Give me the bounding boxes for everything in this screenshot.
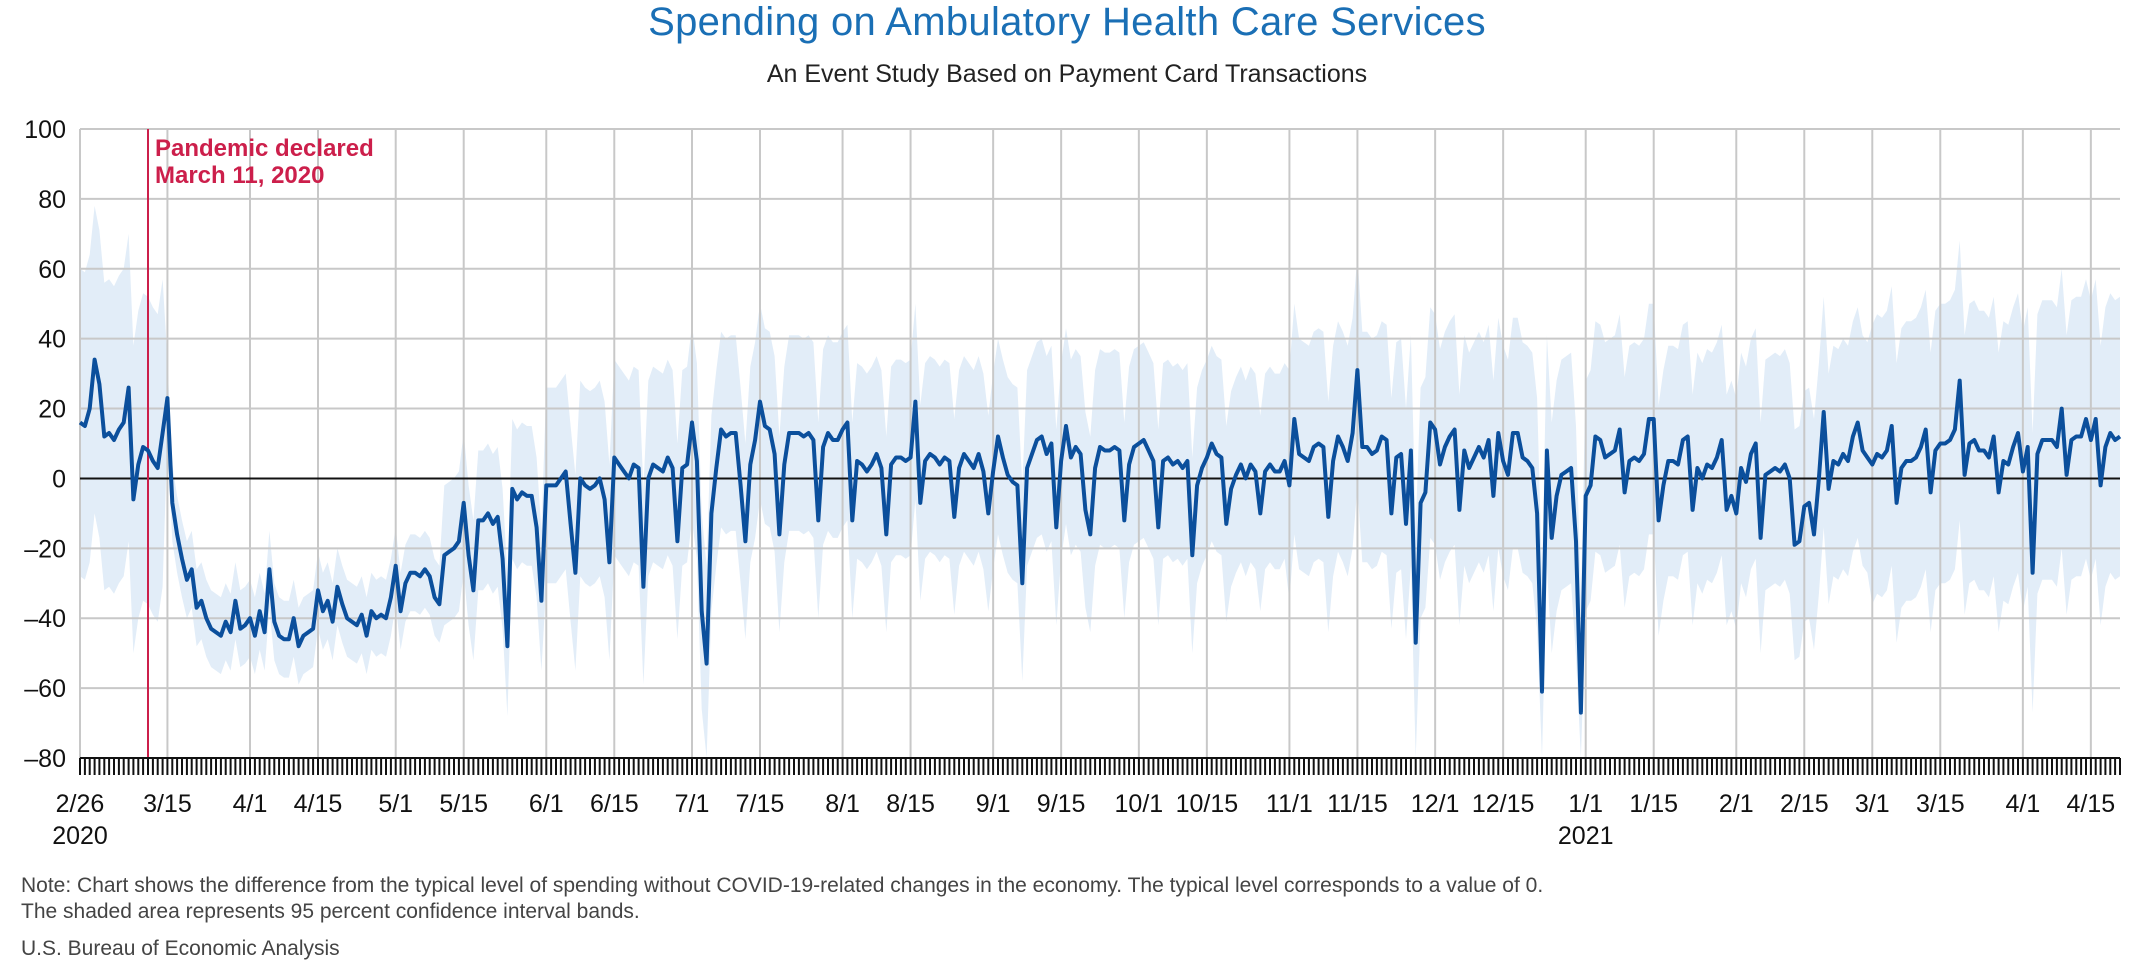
x-year-label: 2020 — [52, 822, 108, 850]
x-tick-label: 10/1 — [1115, 790, 1164, 818]
chart-title: Spending on Ambulatory Health Care Servi… — [648, 0, 1486, 44]
x-tick-label: 5/15 — [439, 790, 488, 818]
x-axis-day-ticks — [79, 758, 2121, 775]
x-tick-label: 1/1 — [1568, 790, 1603, 818]
x-tick-label: 9/15 — [1037, 790, 1086, 818]
y-tick-label: 40 — [38, 326, 66, 354]
x-tick-label: 1/15 — [1629, 790, 1678, 818]
event-label-line1: Pandemic declared — [155, 135, 374, 162]
x-tick-label: 4/15 — [2067, 790, 2116, 818]
y-tick-label: 20 — [38, 396, 66, 424]
x-tick-label: 7/1 — [675, 790, 710, 818]
x-tick-label: 8/1 — [825, 790, 860, 818]
x-tick-label: 10/15 — [1176, 790, 1239, 818]
x-tick-label: 5/1 — [378, 790, 413, 818]
event-study-line-chart: Pandemic declared March 11, 2020 –80–60–… — [24, 116, 2122, 850]
estimate-line-layer — [78, 357, 2122, 715]
x-tick-label: 4/1 — [2005, 790, 2040, 818]
y-tick-label: 0 — [52, 465, 66, 493]
x-tick-label: 2/1 — [1719, 790, 1754, 818]
x-tick-label: 3/15 — [1916, 790, 1965, 818]
x-tick-label: 3/1 — [1855, 790, 1890, 818]
y-tick-label: –60 — [24, 675, 66, 703]
event-label-line2: March 11, 2020 — [155, 162, 324, 189]
y-axis-tick-labels: –80 –60 –40 –20 0 20 40 60 80 100 — [24, 116, 66, 773]
y-tick-label: –20 — [24, 535, 66, 563]
gridlines — [79, 128, 2120, 759]
x-tick-label: 9/1 — [976, 790, 1011, 818]
x-tick-label: 6/15 — [590, 790, 639, 818]
y-tick-label: 80 — [38, 186, 66, 214]
note-line-1: Note: Chart shows the difference from th… — [21, 874, 1544, 897]
x-tick-label: 6/1 — [529, 790, 564, 818]
x-axis — [79, 757, 2121, 775]
x-tick-label: 3/15 — [143, 790, 192, 818]
source-credit: U.S. Bureau of Economic Analysis — [21, 937, 340, 960]
x-tick-label: 2/15 — [1780, 790, 1829, 818]
y-tick-label: –40 — [24, 605, 66, 633]
estimate-line — [78, 357, 2122, 715]
x-tick-label: 11/15 — [1327, 790, 1388, 818]
x-tick-label: 11/1 — [1266, 790, 1313, 818]
x-tick-label: 7/15 — [736, 790, 785, 818]
y-tick-label: 100 — [24, 116, 66, 144]
confidence-band-layer — [80, 205, 2120, 758]
x-tick-label: 12/1 — [1411, 790, 1460, 818]
x-tick-label: 2/26 — [56, 790, 105, 818]
x-axis-tick-labels: 2/26 2020 3/15 4/1 4/15 5/1 5/15 6/1 6/15 7/1 7/15… — [52, 790, 2115, 850]
y-tick-label: –80 — [24, 745, 66, 773]
x-tick-label: 8/15 — [886, 790, 935, 818]
y-tick-label: 60 — [38, 256, 66, 284]
chart-note: Note: Chart shows the difference from th… — [21, 873, 1543, 925]
x-year-label: 2021 — [1558, 822, 1614, 850]
x-tick-label: 4/1 — [233, 790, 268, 818]
pandemic-event-marker: Pandemic declared March 11, 2020 — [147, 129, 374, 758]
confidence-band — [80, 205, 2120, 758]
chart-subtitle: An Event Study Based on Payment Card Tra… — [766, 60, 1368, 88]
note-line-2: The shaded area represents 95 percent co… — [21, 900, 640, 923]
x-tick-label: 12/15 — [1472, 790, 1535, 818]
x-tick-label: 4/15 — [294, 790, 343, 818]
